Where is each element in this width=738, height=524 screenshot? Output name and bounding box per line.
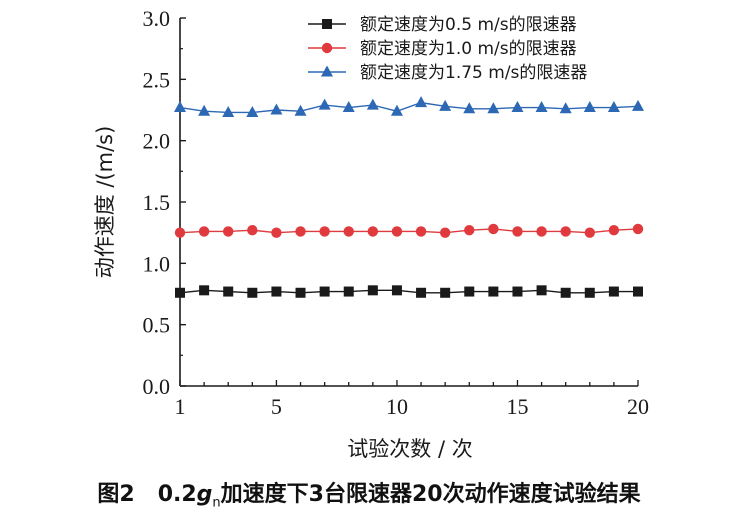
data-point [198,226,210,237]
data-point [318,98,331,110]
data-point [175,287,185,298]
series-line [179,101,639,114]
legend-marker [321,42,333,54]
caption-g: g [196,482,213,507]
legend-label: 额定速度为1.0 m/s的限速器 [360,39,577,59]
series-layer [174,96,644,298]
series-3 [174,96,644,117]
data-point [294,104,307,116]
data-point [608,286,619,297]
data-point [632,223,644,235]
data-point [560,287,571,298]
data-point [633,286,643,297]
data-point [343,226,354,237]
axes: 0.00.51.01.52.02.53.01 5 10 15 20 [143,6,650,419]
data-point [512,226,523,237]
data-point [584,287,595,298]
data-point [223,286,234,297]
data-point [416,287,427,298]
caption-g-subscript: n [212,495,221,511]
data-point [367,285,378,296]
y-tick-label: 3.0 [143,6,171,31]
series-1 [175,285,643,298]
data-point [608,225,620,236]
y-tick-label: 1.5 [143,190,171,215]
legend-marker [322,19,332,29]
data-point [174,227,186,238]
data-point [487,102,500,114]
chart: 0.00.51.01.52.02.53.01 5 10 15 20 额定速度为0.5 m… [93,6,650,461]
legend-item: 额定速度为1.75 m/s的限速器 [308,63,587,83]
x-tick-label: 5 [271,394,282,419]
data-point [536,285,547,296]
legend-item: 额定速度为0.5 m/s的限速器 [308,15,577,35]
legend-marker [321,65,333,77]
data-point [223,226,234,237]
data-point [247,225,258,236]
data-point [391,285,402,296]
x-tick-label: 10 [386,394,408,419]
data-point [342,101,355,113]
data-point [607,101,620,113]
y-tick-label: 2.5 [143,67,171,92]
data-point [270,103,283,115]
x-tick-label: 20 [627,394,649,419]
data-point [199,285,210,296]
caption-value: 0.2 [157,482,197,507]
data-point [512,286,523,297]
data-point [415,96,428,108]
data-point [198,104,211,116]
data-point [559,102,572,114]
data-point [511,101,524,113]
data-point [174,101,186,113]
data-point [390,104,403,116]
data-point [560,226,571,237]
data-point [488,286,499,297]
legend-label: 额定速度为1.75 m/s的限速器 [360,63,587,83]
data-point [271,227,282,238]
data-point [584,227,595,238]
data-point [295,226,306,237]
data-point [464,286,475,297]
data-point [366,98,379,110]
data-point [440,287,451,298]
data-point [535,101,548,113]
data-point [246,105,259,117]
data-point [536,226,547,237]
data-point [247,287,258,298]
legend-item: 额定速度为1.0 m/s的限速器 [308,39,577,59]
legend-label: 额定速度为0.5 m/s的限速器 [360,15,577,35]
data-point [343,286,354,297]
data-point [464,225,475,236]
data-point [319,286,330,297]
caption-fig-label: 图2 [97,482,135,507]
x-tick-label: 15 [506,394,528,419]
data-point [463,102,476,114]
figure-caption: 图2 0.2gn加速度下3台限速器20次动作速度试验结果 [0,476,738,510]
data-point [271,286,282,297]
data-point [439,99,452,111]
y-tick-label: 1.0 [143,251,171,276]
x-axis-title: 试验次数 / 次 [347,437,472,461]
data-point [415,226,427,237]
data-point [583,101,596,113]
data-point [632,99,644,111]
data-point [488,223,499,235]
y-tick-label: 0.0 [143,374,171,399]
y-tick-label: 2.0 [143,129,171,154]
data-point [367,226,379,237]
series-2 [174,223,644,238]
x-tick-label: 1 [175,394,186,419]
data-point [295,287,306,298]
data-point [391,226,403,237]
data-point [222,105,235,117]
y-axis-title: 动作速度 /(m/s) [93,126,117,279]
y-tick-label: 0.5 [143,313,171,338]
caption-text: 加速度下3台限速器20次动作速度试验结果 [220,482,641,507]
data-point [319,226,330,237]
data-point [439,227,451,238]
